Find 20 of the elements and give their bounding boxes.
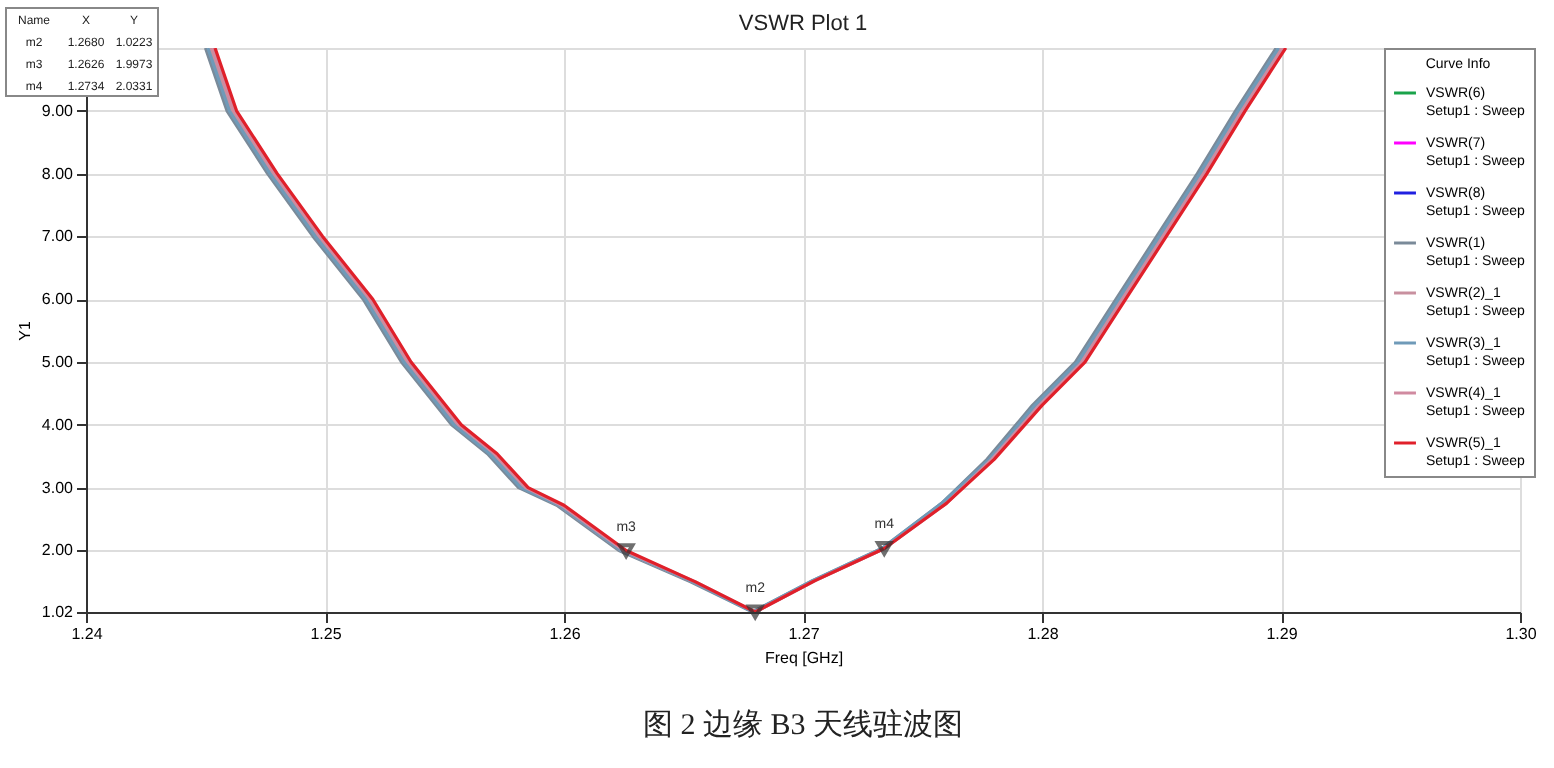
x-tick-label: 1.28	[1027, 625, 1060, 643]
caption: 图 2 边缘 B3 天线驻波图	[642, 708, 964, 742]
x-tick-label: 1.24	[71, 625, 104, 643]
y-tick-label: 8.00	[41, 164, 75, 183]
y-tick-label: 2.00	[41, 541, 75, 560]
y-tick-label: 6.00	[41, 290, 75, 309]
x-tick-label: 1.29	[1266, 625, 1299, 643]
x-tick-label: 1.30	[1505, 625, 1538, 643]
x-tick-label: 1.25	[310, 625, 343, 643]
y-tick-label: 9.00	[41, 101, 75, 120]
y-tick-label: 5.00	[41, 353, 75, 372]
y-tick-label: 4.00	[41, 415, 75, 434]
y-tick-label: 7.00	[41, 227, 75, 246]
x-axis-title: Freq [GHz]	[764, 649, 844, 667]
y-tick-label: 1.02	[41, 603, 75, 621]
x-tick-label: 1.27	[788, 625, 821, 643]
x-tick-label: 1.26	[549, 625, 582, 643]
y-axis-title: Y1	[15, 320, 34, 341]
y-tick-label: 3.00	[41, 478, 75, 497]
chart-title: VSWR Plot 1	[738, 12, 868, 36]
